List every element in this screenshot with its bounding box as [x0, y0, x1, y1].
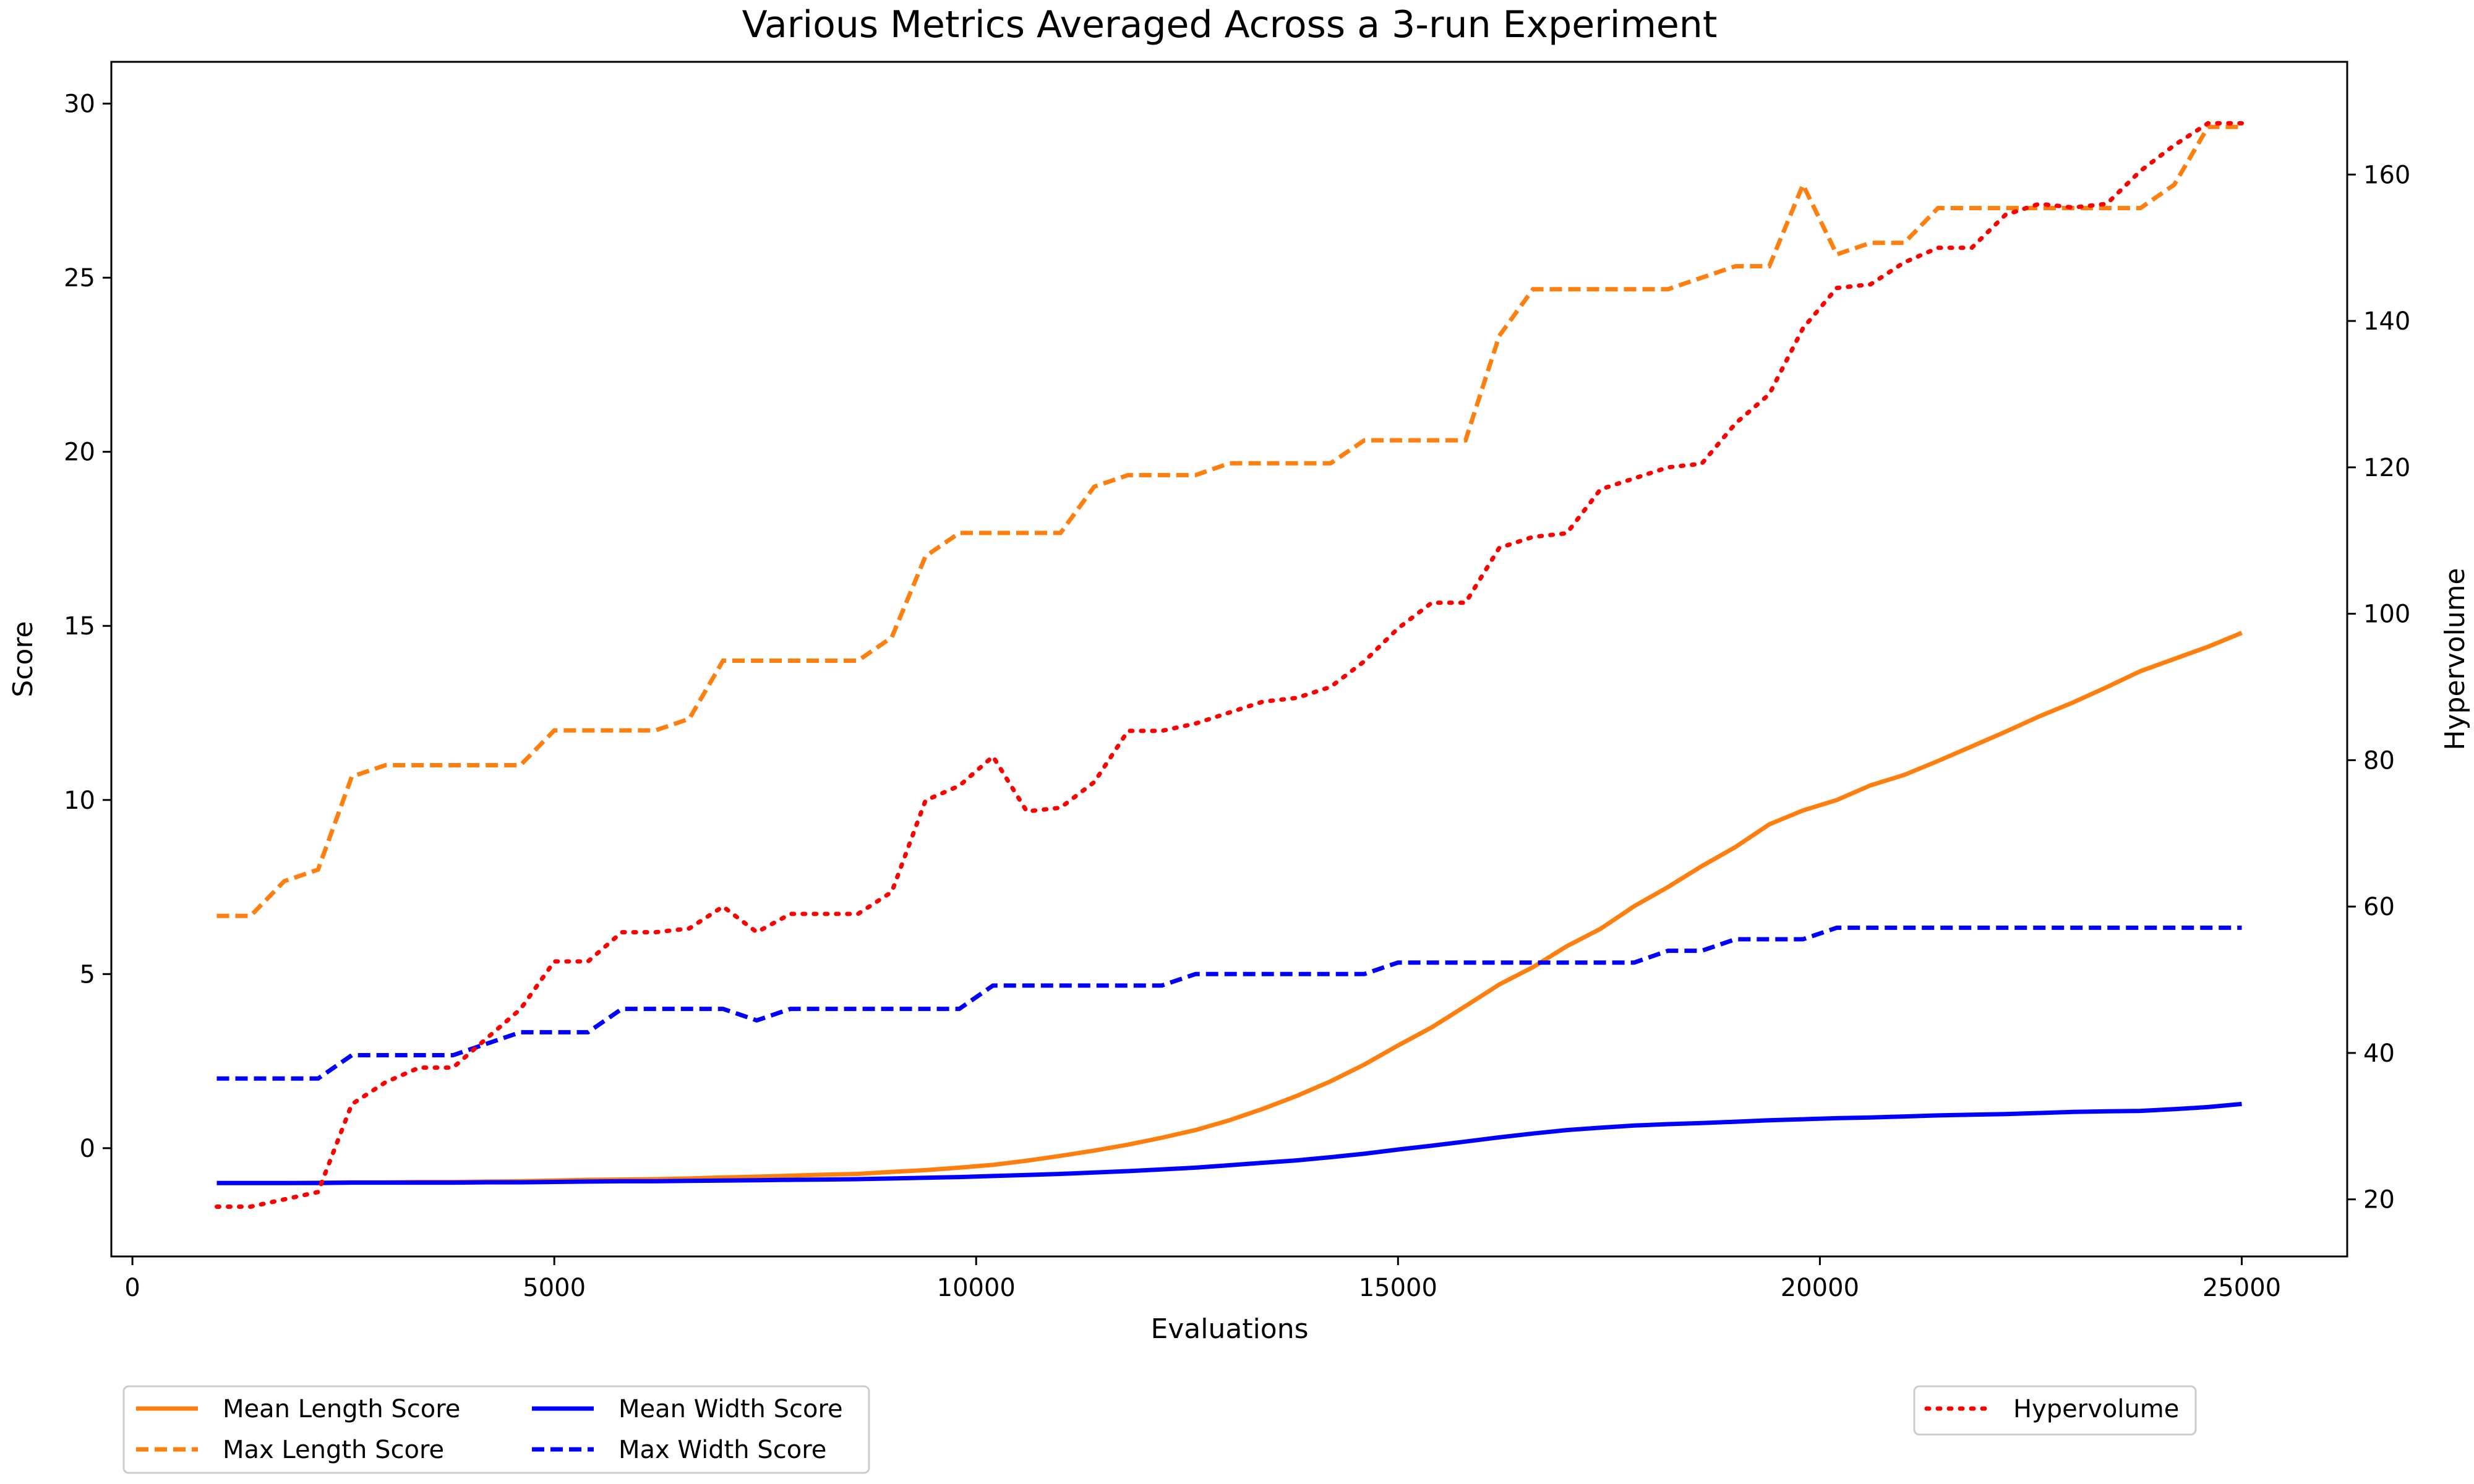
y-tick-label: 5 [80, 960, 95, 989]
legend-label: Mean Width Score [618, 1395, 843, 1423]
y-axis-ticks: 0 5 10 15 20 25 30 [64, 90, 111, 1163]
y2-axis-label: Hypervolume [2439, 568, 2471, 750]
y2-tick-label: 20 [2363, 1186, 2395, 1214]
y2-tick-label: 100 [2363, 600, 2410, 629]
y-tick-label: 30 [64, 90, 95, 119]
y2-tick-label: 160 [2363, 161, 2410, 189]
x-axis-ticks: 0 5000 10000 15000 20000 25000 [124, 1256, 2281, 1302]
series-line-mean-length-score [216, 631, 2243, 1185]
y2-tick-label: 80 [2363, 746, 2395, 775]
x-tick-label: 25000 [2202, 1274, 2281, 1302]
legend-entry-max-length-score: Max Length Score [136, 1436, 444, 1464]
series-line-max-width-score [216, 925, 2242, 1081]
y2-axis-ticks: 20 40 60 80 100 120 140 160 [2347, 161, 2410, 1214]
legend-left: Mean Length Score Max Length Score Mean Wi… [122, 1385, 870, 1474]
series-line-mean-width-score [216, 1101, 2242, 1185]
legend-entry-hypervolume: Hypervolume [1924, 1395, 2179, 1423]
y-axis-label: Score [7, 621, 39, 697]
legend-label: Max Length Score [223, 1436, 444, 1464]
x-tick-label: 0 [124, 1274, 140, 1302]
legend-label: Mean Length Score [223, 1395, 460, 1423]
series-line-max-length-score [216, 124, 2242, 918]
x-tick-label: 10000 [937, 1274, 1016, 1302]
legend-entry-max-width-score: Max Width Score [532, 1436, 826, 1464]
legend-label: Hypervolume [2013, 1395, 2179, 1423]
legend-right-frame [1913, 1385, 2197, 1436]
y2-tick-label: 60 [2363, 893, 2395, 921]
y-tick-label: 0 [80, 1135, 95, 1163]
x-tick-label: 15000 [1359, 1274, 1437, 1302]
legend-label: Max Width Score [618, 1436, 826, 1464]
series-line-hypervolume [215, 121, 2244, 1209]
series-layer [215, 121, 2244, 1209]
plot-area-frame [110, 61, 2348, 1258]
y-tick-label: 10 [64, 787, 95, 815]
y2-tick-label: 140 [2363, 307, 2410, 336]
y-tick-label: 25 [64, 264, 95, 292]
legend-left-frame [122, 1385, 870, 1474]
chart-title: Various Metrics Averaged Across a 3-run … [742, 3, 1718, 46]
y-tick-label: 20 [64, 438, 95, 467]
y2-tick-label: 120 [2363, 454, 2410, 482]
legend-entry-mean-length-score: Mean Length Score [136, 1395, 460, 1423]
x-axis-label: Evaluations [1150, 1313, 1308, 1345]
x-tick-label: 5000 [523, 1274, 586, 1302]
y2-tick-label: 40 [2363, 1039, 2395, 1068]
legend-right: Hypervolume [1913, 1385, 2197, 1436]
legend-entry-mean-width-score: Mean Width Score [532, 1395, 843, 1423]
y-tick-label: 15 [64, 612, 95, 641]
x-tick-label: 20000 [1781, 1274, 1859, 1302]
